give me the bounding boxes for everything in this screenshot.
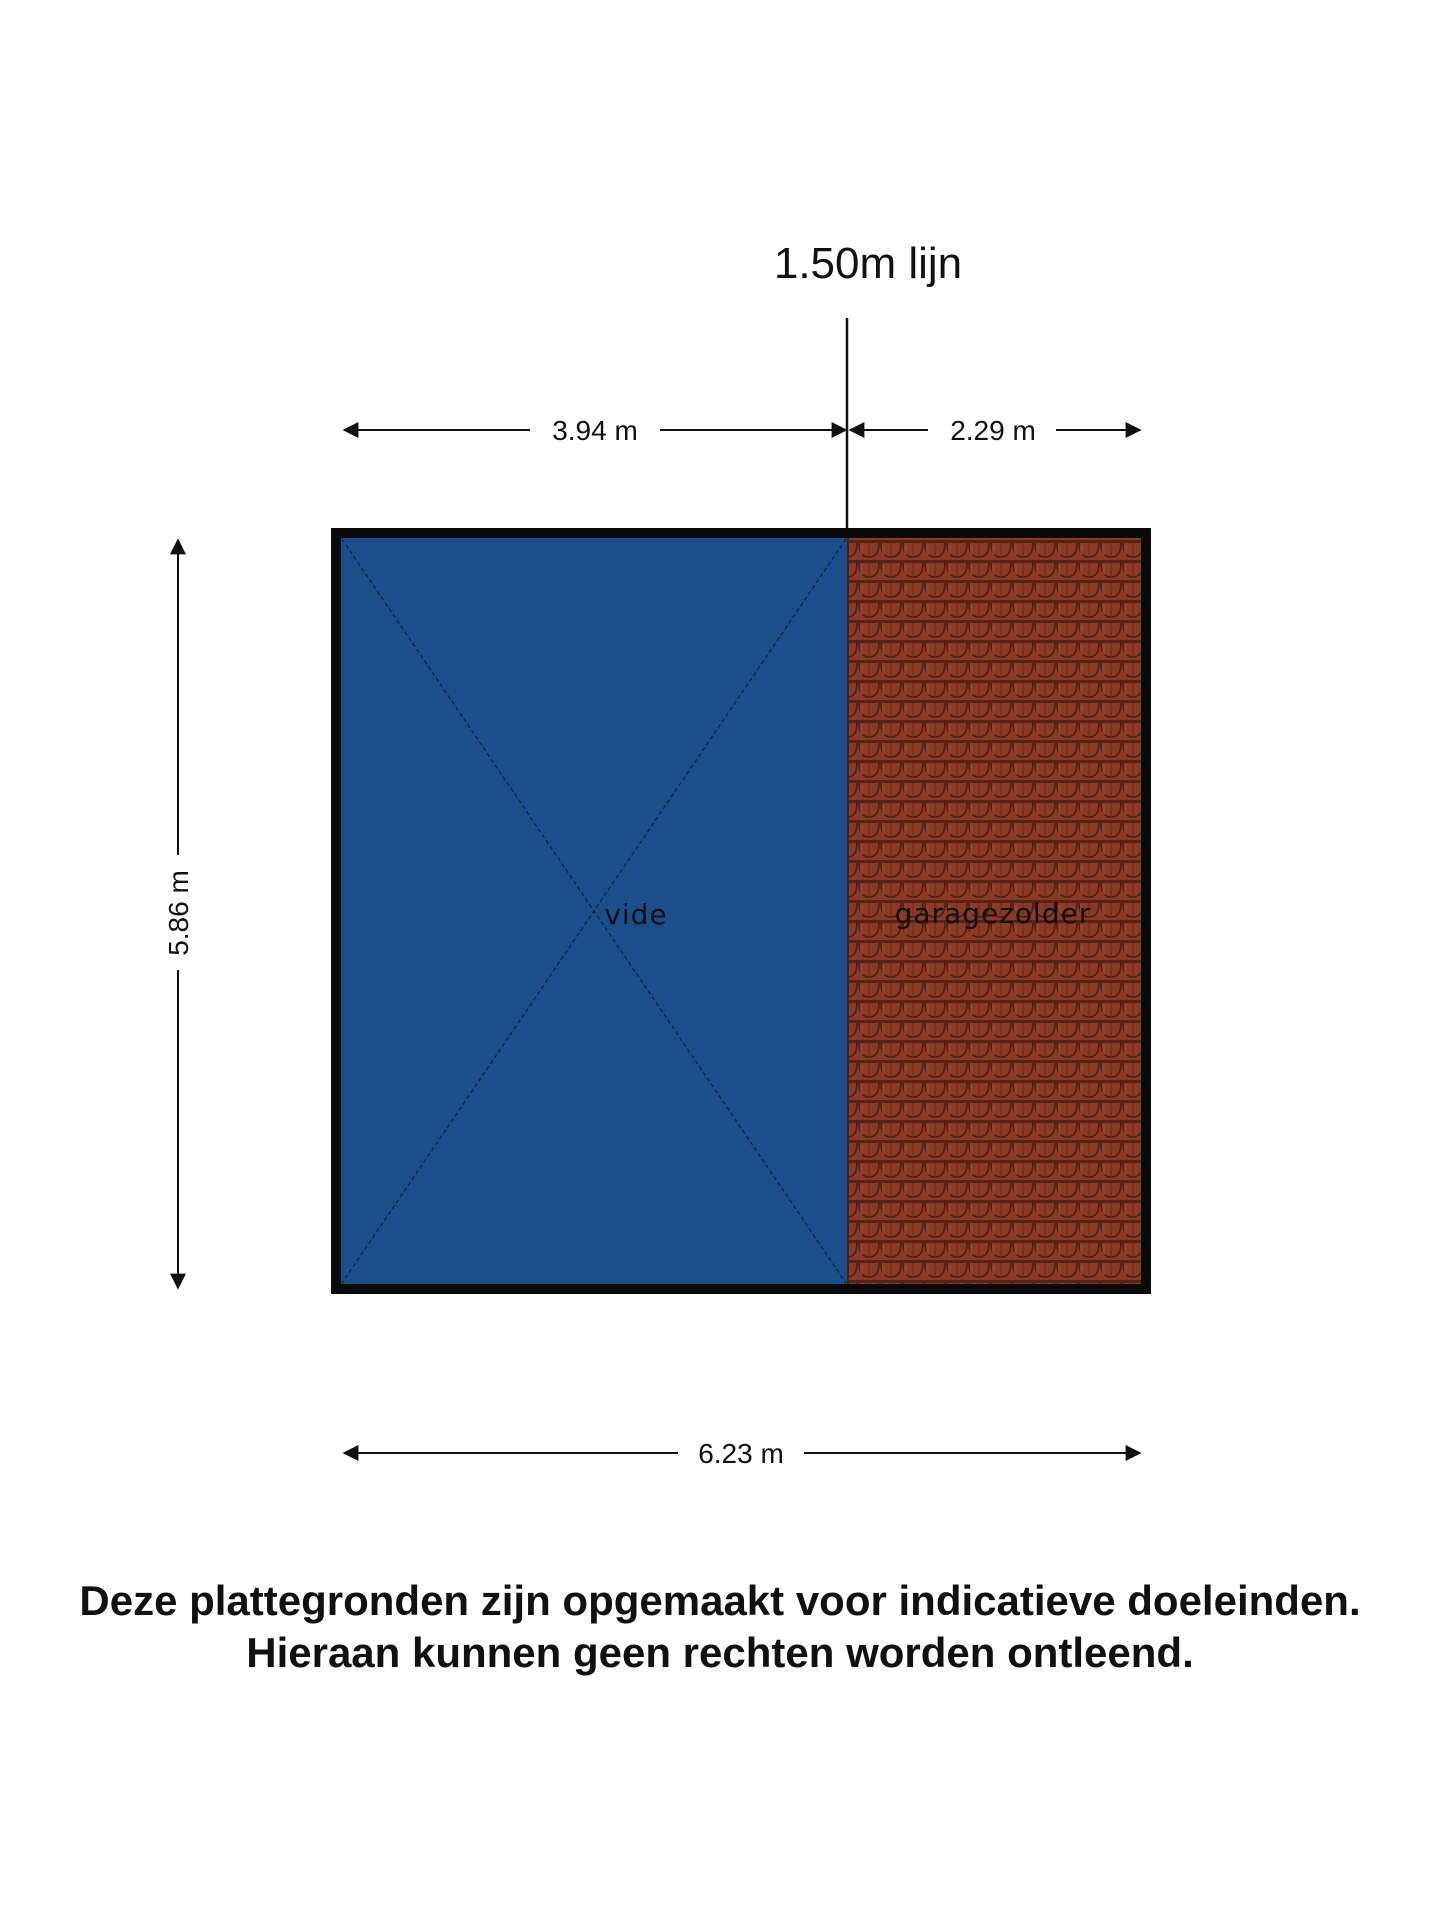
disclaimer-line-1: Deze plattegronden zijn opgemaakt voor i… <box>79 1577 1361 1624</box>
dim-top-left-label: 3.94 m <box>552 415 638 446</box>
dim-top-right-label: 2.29 m <box>950 415 1036 446</box>
vide-diagonal-2 <box>341 538 847 1284</box>
room-vide: vide <box>340 537 848 1285</box>
room-vide-label: vide <box>604 898 667 931</box>
line-label: 1.50m lijn <box>774 239 962 288</box>
outer-wall <box>331 528 1151 1294</box>
room-garagezolder-label: garagezolder <box>895 897 1092 930</box>
room-garagezolder: garagezolder <box>847 537 1142 1285</box>
disclaimer-line-2: Hieraan kunnen geen rechten worden ontle… <box>246 1629 1194 1676</box>
room-garagezolder-fill <box>848 537 1142 1285</box>
dim-bottom-label: 6.23 m <box>698 1438 784 1469</box>
dim-left-label: 5.86 m <box>163 870 194 956</box>
disclaimer: Deze plattegronden zijn opgemaakt voor i… <box>0 1575 1440 1679</box>
